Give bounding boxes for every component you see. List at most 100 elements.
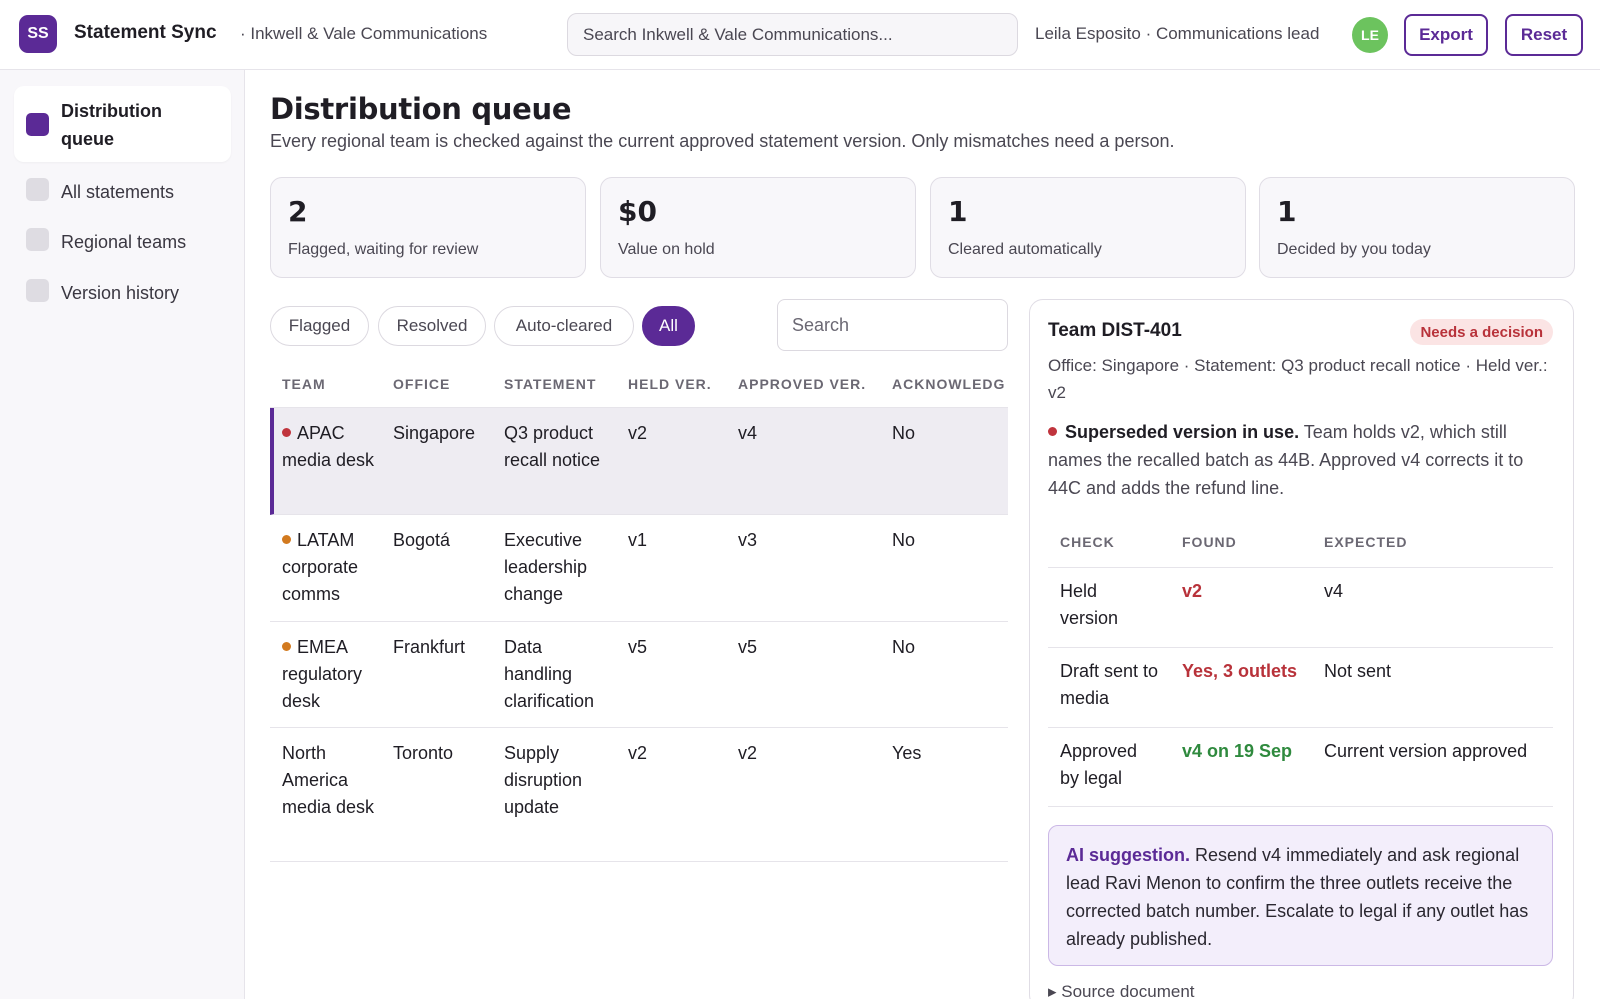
detail-summary: Superseded version in use. Team holds v2… (1048, 418, 1553, 502)
check-found: Yes, 3 outlets (1182, 661, 1298, 681)
source-document-toggle[interactable]: ▸ Source document (1048, 982, 1195, 999)
global-search-input[interactable] (567, 13, 1018, 56)
stat-label: Value on hold (618, 241, 715, 258)
approved-ver-cell: v5 (738, 637, 758, 657)
nav-square-icon (26, 228, 49, 251)
filter-resolved[interactable]: Resolved (378, 306, 486, 346)
nav-square-icon (26, 279, 49, 302)
stat-label: Decided by you today (1277, 241, 1431, 258)
sidebar-item-label: Version history (61, 283, 180, 303)
sidebar-item-version-history[interactable]: Version history (14, 275, 231, 311)
table-row[interactable]: EMEA regulatory desk Frankfurt Data hand… (270, 622, 1008, 728)
detail-meta: Office: Singapore · Statement: Q3 produc… (1048, 356, 1548, 402)
sidebar-item-label: Distribution queue (61, 101, 162, 149)
filter-all[interactable]: All (642, 306, 695, 346)
check-found: v2 (1182, 581, 1203, 601)
stat-label: Cleared automatically (948, 241, 1102, 258)
check-row: Draft sent to media Yes, 3 outlets Not s… (1048, 647, 1553, 727)
status-dot-icon (282, 427, 291, 437)
user-name: Leila Esposito · Communications lead (1035, 24, 1320, 43)
team-cell: APAC media desk (282, 420, 377, 474)
reset-button[interactable]: Reset (1505, 14, 1583, 56)
check-name: Approved by legal (1060, 741, 1138, 788)
summary-text: Team holds v2, which still names the rec… (1048, 422, 1524, 498)
ack-cell: No (892, 530, 916, 550)
approved-ver-cell: v3 (738, 530, 758, 550)
check-expected: Not sent (1324, 661, 1392, 681)
check-found: v4 on 19 Sep (1182, 741, 1293, 761)
stat-card-flagged: 2 Flagged, waiting for review (270, 177, 586, 278)
held-ver-cell: v5 (628, 637, 648, 657)
ack-cell: Yes (892, 743, 922, 763)
team-cell: LATAM corporate comms (282, 527, 377, 608)
column-header-held-ver[interactable]: HELD VER. (628, 376, 712, 392)
table-row[interactable]: North America media desk Toronto Supply … (270, 728, 1008, 862)
sidebar-item-label: All statements (61, 182, 175, 202)
column-header-check: CHECK (1060, 534, 1115, 550)
column-header-team[interactable]: TEAM (282, 376, 326, 392)
distribution-table: TEAM OFFICE STATEMENT HELD VER. APPROVED… (270, 364, 1008, 864)
team-cell: North America media desk (282, 740, 377, 821)
sidebar-item-all-statements[interactable]: All statements (14, 174, 231, 210)
stat-label: Flagged, waiting for review (288, 241, 479, 258)
filter-flagged[interactable]: Flagged (270, 306, 369, 346)
column-header-acknowledged[interactable]: ACKNOWLEDG (892, 376, 1006, 392)
stat-value: 2 (288, 195, 308, 228)
stat-value: $0 (618, 195, 657, 228)
statement-cell: Data handling clarification (504, 637, 595, 711)
team-name: North America media desk (282, 743, 375, 817)
statement-cell: Supply disruption update (504, 743, 583, 817)
team-name: EMEA regulatory desk (282, 637, 363, 711)
check-expected: v4 (1324, 581, 1344, 601)
ai-suggestion-text: Resend v4 immediately and ask regional l… (1066, 845, 1529, 949)
statement-cell: Executive leadership change (504, 530, 588, 604)
team-name: LATAM corporate comms (282, 530, 359, 604)
sidebar-item-regional-teams[interactable]: Regional teams (14, 224, 231, 260)
stat-value: 1 (948, 195, 968, 228)
ai-suggestion-label: AI suggestion. (1066, 845, 1191, 865)
column-header-approved-ver[interactable]: APPROVED VER. (738, 376, 867, 392)
summary-headline: Superseded version in use. (1065, 422, 1300, 442)
table-row[interactable]: APAC media desk Singapore Q3 product rec… (270, 408, 1008, 515)
team-name: APAC media desk (282, 423, 375, 470)
filter-auto-cleared[interactable]: Auto-cleared (494, 306, 634, 346)
office-cell: Toronto (393, 743, 454, 763)
status-badge: Needs a decision (1410, 319, 1553, 345)
statement-cell: Q3 product recall notice (504, 423, 601, 470)
approved-ver-cell: v4 (738, 423, 758, 443)
status-dot-icon (1048, 426, 1057, 436)
page-subtitle: Every regional team is checked against t… (270, 131, 1175, 151)
office-cell: Singapore (393, 423, 476, 443)
detail-panel: Team DIST-401 Needs a decision Office: S… (1029, 299, 1574, 999)
check-row: Held version v2 v4 (1048, 567, 1553, 647)
check-name: Held version (1060, 581, 1119, 628)
ai-suggestion: AI suggestion. Resend v4 immediately and… (1048, 825, 1553, 966)
app-name: Statement Sync (74, 22, 217, 43)
sidebar-item-distribution-queue[interactable]: Distribution queue (14, 86, 231, 162)
status-dot-icon (282, 641, 291, 651)
approved-ver-cell: v2 (738, 743, 758, 763)
org-name: · Inkwell & Vale Communications (240, 24, 488, 43)
ack-cell: No (892, 423, 916, 443)
held-ver-cell: v1 (628, 530, 648, 550)
column-header-office[interactable]: OFFICE (393, 376, 451, 392)
held-ver-cell: v2 (628, 743, 648, 763)
top-bar: SS Statement Sync · Inkwell & Vale Commu… (0, 0, 1600, 70)
stat-card-decided: 1 Decided by you today (1259, 177, 1575, 278)
status-dot-icon (282, 534, 291, 544)
table-header: TEAM OFFICE STATEMENT HELD VER. APPROVED… (270, 364, 1008, 408)
office-cell: Frankfurt (393, 637, 466, 657)
avatar[interactable]: LE (1352, 17, 1388, 53)
page-title: Distribution queue (270, 92, 572, 126)
nav-square-icon (26, 113, 49, 136)
check-name: Draft sent to media (1060, 661, 1159, 708)
team-cell: EMEA regulatory desk (282, 634, 382, 715)
office-cell: Bogotá (393, 530, 451, 550)
sidebar: Distribution queue All statements Region… (0, 70, 245, 999)
stat-card-cleared: 1 Cleared automatically (930, 177, 1246, 278)
table-row[interactable]: LATAM corporate comms Bogotá Executive l… (270, 515, 1008, 622)
export-button[interactable]: Export (1404, 14, 1488, 56)
column-header-statement[interactable]: STATEMENT (504, 376, 597, 392)
detail-title: Team DIST-401 (1048, 320, 1182, 341)
table-search-input[interactable] (777, 299, 1008, 351)
